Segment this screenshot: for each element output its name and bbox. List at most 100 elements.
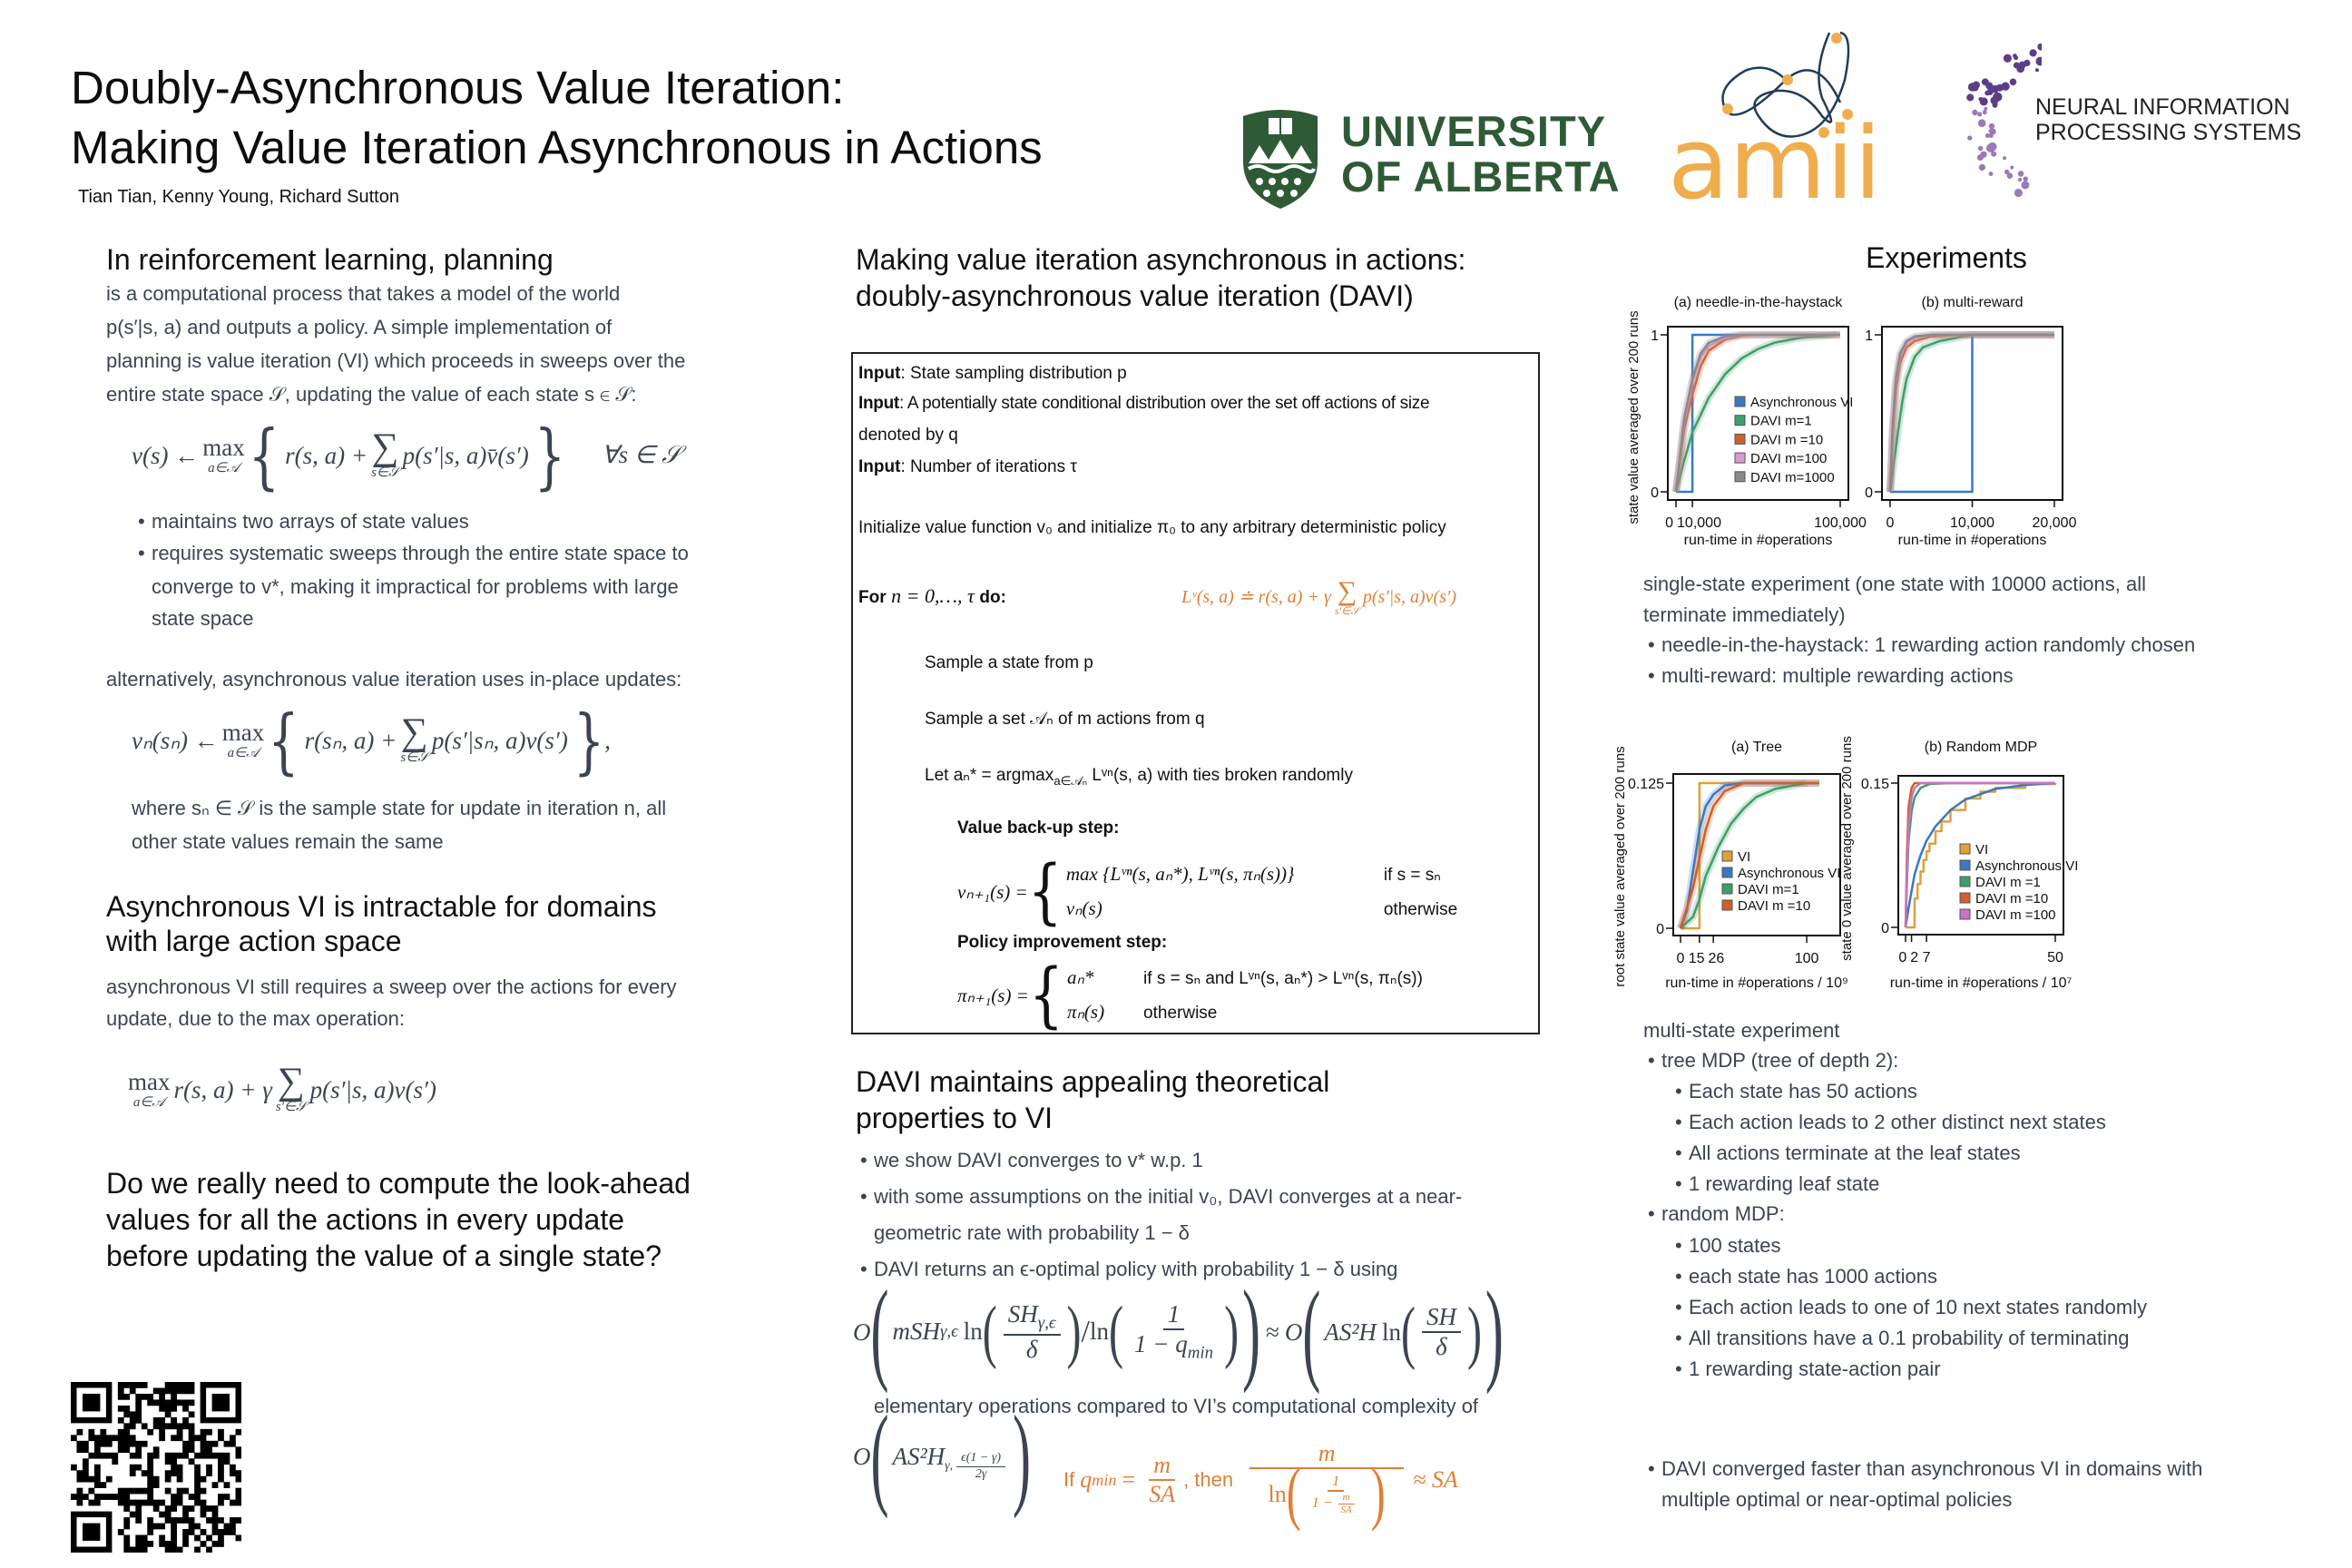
y-axis-label: root state value averaged over 200 runs <box>1612 746 1628 986</box>
where-line: other state values remain the same <box>132 830 444 853</box>
value-backup-formula: vₙ₊₁(s) = max {Lᵛⁿ(s, aₙ*), Lᵛⁿ(s, πₙ(s)… <box>957 856 1457 928</box>
legend-label: DAVI m =1 <box>1975 875 2041 890</box>
conclusion-bullet-continued: multiple optimal or near-optimal policie… <box>1661 1488 2013 1511</box>
neurips-dot <box>1995 83 2004 92</box>
x-tick-label: 100,000 <box>1814 515 1867 531</box>
y-tick-label: 1 <box>1651 328 1659 344</box>
series-confidence-band <box>1672 331 1840 493</box>
neurips-dot <box>2002 156 2007 161</box>
neurips-dot <box>1984 106 1988 111</box>
sum-symbol: ∑ <box>277 1060 305 1102</box>
bullet-item-continued: converge to v*, making it impractical fo… <box>152 575 679 598</box>
max-limit: a∈𝒜 <box>208 461 240 475</box>
async-vi-formula: vₙ(sₙ) ← maxa∈𝒜 r(sₙ, a) + ∑s∈𝒮 p(s′|sₙ,… <box>132 704 611 777</box>
paragraph-line: asynchronous VI still requires a sweep o… <box>106 975 677 998</box>
legend-swatch <box>1721 883 1733 895</box>
series-line <box>1890 333 2054 494</box>
neurips-dot <box>2016 64 2025 74</box>
max-limit: a∈𝒜 <box>132 1095 165 1110</box>
subscript-gamma: γ, <box>945 1459 954 1473</box>
sum-limit: s∈𝒮 <box>400 750 428 766</box>
y-tick-label: 1 <box>1865 328 1873 344</box>
series-confidence-band <box>1677 779 1819 930</box>
fraction-numerator: SH <box>1421 1303 1461 1333</box>
neurips-logo <box>1960 43 2069 202</box>
series-confidence-band <box>1886 331 2054 493</box>
neurips-dot <box>1979 97 1988 106</box>
for-keyword: For <box>858 588 887 607</box>
x-tick-label: 15 <box>1689 951 1705 966</box>
legend-swatch <box>1734 396 1746 407</box>
max-limit: a∈𝒜 <box>227 746 260 760</box>
input-label: Input <box>858 364 901 383</box>
neurips-dot <box>1972 109 1978 116</box>
sub-bullet-item: each state has 1000 actions <box>1675 1261 1937 1292</box>
algo-for-loop: For n = 0,…, τ do: <box>858 583 1006 611</box>
legend-label: DAVI m =10 <box>1750 432 1823 447</box>
transition-term: p(s′|sₙ, a)v(s′) <box>431 726 568 754</box>
section-heading-planning: In reinforcement learning, planning <box>106 243 554 276</box>
neurips-dot <box>2023 183 2028 189</box>
series-line <box>1674 333 1838 493</box>
async-paragraph: asynchronous VI still requires a sweep o… <box>106 971 677 1034</box>
ln: ln <box>963 1318 983 1346</box>
x-tick-label: 0 <box>1677 951 1685 966</box>
neurips-dot <box>2013 54 2017 58</box>
chart-3: (a) Tree 0 15 26 100 0 0.125 run-time in #opera… <box>1612 740 1848 991</box>
neurips-dot <box>1985 143 1995 153</box>
legend-label: VI <box>1738 849 1750 865</box>
algo-sample-state: Sample a state from p <box>925 653 1093 672</box>
neurips-dot <box>1982 110 1987 115</box>
legend-label: Asynchronous VI <box>1750 395 1853 410</box>
neurips-dot <box>2023 176 2028 181</box>
series-confidence-band <box>1886 331 2054 493</box>
y-tick-label: 0 <box>1881 921 1889 936</box>
reward-term: r(s, a) + γ <box>173 1075 272 1103</box>
big-o: O <box>853 1442 871 1470</box>
series-line <box>1904 781 2056 928</box>
fraction-denominator: 1 − q <box>1133 1330 1188 1358</box>
input-text: : State sampling distribution p <box>900 364 1127 383</box>
fraction-numerator: m <box>1250 1440 1405 1470</box>
bullet-item: we show DAVI converges to v* w.p. 1 <box>860 1144 1203 1177</box>
if-label: If <box>1063 1468 1075 1491</box>
neurips-dot <box>1966 93 1975 102</box>
sub-bullet-item: Each state has 50 actions <box>1675 1076 1917 1107</box>
then-label: , then <box>1183 1468 1234 1491</box>
series-line <box>1674 333 1840 493</box>
series-line <box>1679 781 1819 929</box>
y-axis-label: state 0 value averaged over 200 runs <box>1839 736 1855 961</box>
sub-bullet-item: Each action leads to one of 10 next stat… <box>1675 1292 2147 1323</box>
sub-bullet-item: Each action leads to 2 other distinct ne… <box>1675 1107 2106 1138</box>
policy-improvement-formula: πₙ₊₁(s) = aₙ* if s = sₙ and Lᵛⁿ(s, aₙ*) >… <box>957 959 1423 1032</box>
amii-network-icon: amii <box>1668 31 1882 221</box>
case-condition: otherwise <box>1143 1004 1218 1023</box>
y-tick-label: 0.125 <box>1628 777 1664 792</box>
legend-label: DAVI m=1 <box>1750 414 1812 429</box>
approx-sign: ≈ <box>1266 1318 1279 1346</box>
y-tick-label: 0 <box>1656 922 1664 937</box>
sum-limit: s′∈𝒮 <box>1334 603 1359 617</box>
vi-complexity-formula: O AS²H γ,ϵ(1 − γ)2γ <box>853 1423 1031 1490</box>
series-line <box>1904 781 2055 928</box>
argmax-text: Let aₙ* = argmax <box>925 766 1054 785</box>
ln: ln <box>1268 1480 1287 1507</box>
x-tick-label: 0 <box>1886 515 1895 531</box>
approx-sa: ≈ SA <box>1413 1466 1458 1493</box>
algo-input: denoted by q <box>858 423 958 448</box>
neurips-dot <box>1967 135 1973 141</box>
legend-swatch <box>1959 843 1971 855</box>
fraction-numerator: m <box>1149 1452 1176 1481</box>
neurips-dot <box>1993 92 2003 102</box>
legend-label: DAVI m=1000 <box>1750 470 1835 485</box>
heading-line: with large action space <box>106 925 402 957</box>
inner-m: m <box>1338 1492 1355 1504</box>
section-heading-davi: Making value iteration asynchronous in a… <box>856 241 1465 314</box>
legend-label: DAVI m =10 <box>1738 898 1810 914</box>
max-operator: max <box>128 1068 171 1095</box>
legend-swatch <box>1734 433 1746 445</box>
x-tick-label: 0 <box>1898 950 1906 965</box>
